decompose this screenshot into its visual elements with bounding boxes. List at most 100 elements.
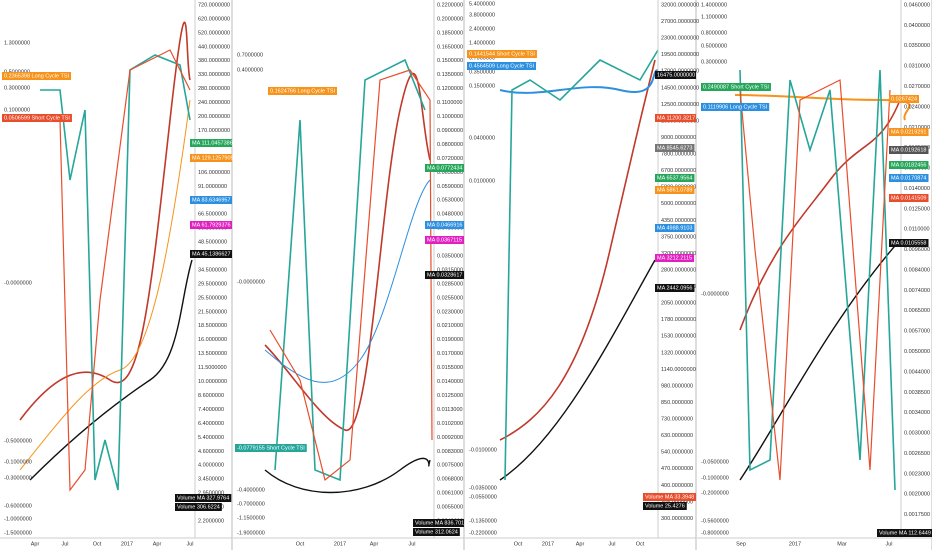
price-tick-label: 0.0057000	[904, 329, 930, 335]
price-tick-label: 0.0210000	[437, 323, 463, 329]
price-tick-label: 0.0083000	[437, 449, 463, 455]
price-tick-label: 8.6000000	[198, 393, 224, 399]
price-tick-label: 620.0000000	[198, 16, 230, 22]
price-tick-label: 0.0065000	[904, 308, 930, 314]
time-label: Jul	[608, 541, 615, 547]
osc-tick-label: -1.0000000	[4, 516, 32, 522]
price-tick-label: 170.0000000	[198, 128, 230, 134]
value-tag: MA 0.0141509	[889, 194, 929, 202]
price-tick-label: 0.0350000	[437, 254, 463, 260]
tag-text: MA 0.0141509	[891, 195, 926, 201]
price-tick-label: 0.0068000	[437, 477, 463, 483]
osc-tick-label: -0.1000000	[4, 459, 32, 465]
tag-text: MA 5861.0789	[657, 187, 692, 193]
value-tag: MA 4988.9103	[655, 224, 695, 232]
value-tag: Volume 25.4276	[643, 502, 687, 510]
price-tick-label: 0.1350000	[437, 72, 463, 78]
time-label: Jul	[61, 541, 68, 547]
tag-text: MA 45.1386627	[192, 251, 231, 257]
osc-tick-label: -0.0000000	[237, 279, 265, 285]
tag-text: 0.1624766 Long Cycle TSI	[270, 88, 335, 94]
tag-text: Volume MA 33.3948	[645, 494, 694, 500]
tag-text: Volume MA 327.9764	[177, 495, 229, 501]
value-tag: Volume MA 33.3948	[643, 493, 696, 501]
price-tick-label: 0.0034000	[904, 410, 930, 416]
tag-text: MA 0.0772434	[427, 165, 462, 171]
price-tick-label: 0.1200000	[437, 86, 463, 92]
tag-text: MA 6537.9564	[657, 175, 692, 181]
price-tick-label: 0.2200000	[437, 2, 463, 8]
tag-box	[190, 154, 232, 162]
price-tick-label: 2050.0000000	[661, 301, 696, 307]
time-label: 2017	[121, 541, 133, 547]
value-tag: MA 5861.0789	[655, 186, 695, 194]
price-tick-label: 5.4000000	[198, 435, 224, 441]
value-tag: MA 0.0219291	[889, 128, 929, 136]
price-tick-label: 850.0000000	[661, 400, 693, 406]
price-tick-label: 0.0310000	[904, 64, 930, 70]
tag-box	[190, 250, 232, 258]
price-tick-label: 730.0000000	[661, 417, 693, 423]
price-line	[499, 59, 656, 441]
osc-tick-label: 1.1000000	[701, 14, 727, 20]
tag-text: MA 0.0170874	[891, 175, 926, 181]
price-tick-label: 0.0460000	[904, 2, 930, 8]
tag-text: MA 0.0192618	[891, 147, 926, 153]
value-tag: MA 0.0192618	[889, 146, 929, 154]
price-tick-label: 1530.0000000	[661, 334, 696, 340]
tag-box	[655, 174, 695, 182]
value-tag: 0.2490087 Short Cycle TSI	[701, 83, 771, 91]
value-tag: MA 3212.2115	[655, 254, 695, 262]
value-tag: 0.0506599 Short Cycle TSI	[2, 114, 72, 122]
price-tick-label: 0.0075000	[437, 463, 463, 469]
tag-box	[2, 72, 72, 80]
tag-text: MA 2442.0956	[657, 285, 692, 291]
osc-tick-label: -0.7000000	[237, 501, 265, 507]
tag-box	[643, 502, 687, 510]
osc-tick-label: 0.7000000	[237, 52, 263, 58]
osc-tick-label: 0.7000000	[469, 55, 495, 61]
value-tag: MA 2442.0956	[655, 284, 695, 292]
time-label: Jul	[186, 541, 193, 547]
price-tick-label: 7.4000000	[198, 407, 224, 413]
price-line	[264, 72, 431, 431]
osc-tick-label: -0.0100000	[469, 447, 497, 453]
osc-tick-label: -0.0000000	[4, 280, 32, 286]
osc-tick-label: 2.4000000	[469, 26, 495, 32]
decor	[19, 21, 911, 494]
price-tick-label: 2.9500000	[198, 491, 224, 497]
price-tick-label: 0.0113000	[437, 407, 463, 413]
value-tag: -0.0779155 Short Cycle TSI	[235, 444, 307, 452]
osc-tick-label: -0.4000000	[237, 487, 265, 493]
value-tag: MA 129.1257905	[190, 154, 234, 162]
osc-tick-label: 1.4000000	[469, 40, 495, 46]
tag-box	[889, 146, 929, 154]
value-tag: MA 0.0367115	[425, 236, 464, 244]
tsi-line	[269, 69, 433, 482]
tag-text: Volume 25.4276	[645, 503, 685, 509]
price-tick-label: 48.5000000	[198, 240, 227, 246]
price-tick-label: 0.0255000	[437, 295, 463, 301]
price-tick-label: 106.0000000	[198, 170, 230, 176]
price-tick-label: 0.0285000	[437, 281, 463, 287]
osc-tick-label: -0.8000000	[701, 530, 729, 536]
price-tick-label: 440.0000000	[198, 44, 230, 50]
price-tick-label: 0.0017500	[904, 512, 930, 518]
value-tag: 0.1441544 Short Cycle TSI	[467, 50, 537, 58]
time-label: 2017	[789, 541, 801, 547]
price-tick-label: 0.0210000	[904, 125, 930, 131]
tag-box	[175, 494, 232, 502]
price-tick-label: 9000.0000000	[661, 135, 696, 141]
tag-text: MA 0.0328617	[427, 272, 462, 278]
tag-box	[655, 71, 696, 79]
price-tick-label: 0.0170000	[437, 351, 463, 357]
tag-box	[877, 529, 932, 537]
price-tick-label: 0.0800000	[437, 142, 463, 148]
time-label: 2017	[334, 541, 346, 547]
time-label: Mar	[837, 541, 847, 547]
tag-text: -0.0779155 Short Cycle TSI	[237, 445, 305, 451]
price-tick-label: 6.4000000	[198, 421, 224, 427]
price-tick-label: 280.0000000	[198, 86, 230, 92]
price-tick-label: 3.4500000	[198, 477, 224, 483]
tag-box	[425, 271, 464, 279]
